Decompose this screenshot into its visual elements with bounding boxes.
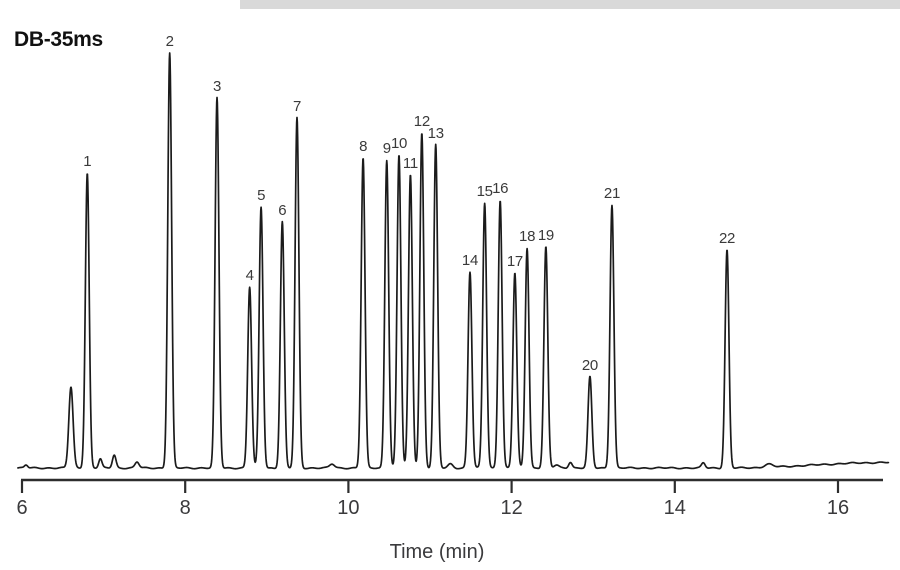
peak-label-17: 17 bbox=[507, 253, 523, 270]
peak-label-2: 2 bbox=[166, 33, 174, 50]
x-axis-tick-label: 8 bbox=[180, 497, 191, 519]
x-axis-tick-label: 6 bbox=[16, 497, 27, 519]
column-title: DB-35ms bbox=[14, 28, 103, 51]
peak-label-22: 22 bbox=[719, 230, 735, 247]
peak-label-5: 5 bbox=[257, 187, 265, 204]
peak-label-21: 21 bbox=[604, 185, 620, 202]
x-axis-tick-label: 12 bbox=[500, 497, 522, 519]
peak-label-8: 8 bbox=[359, 138, 367, 155]
peak-label-19: 19 bbox=[538, 227, 554, 244]
peak-label-20: 20 bbox=[582, 357, 598, 374]
x-axis-tick-label: 16 bbox=[827, 497, 849, 519]
peak-label-14: 14 bbox=[462, 252, 478, 269]
x-axis-tick-label: 14 bbox=[664, 497, 686, 519]
chromatogram-trace bbox=[17, 52, 890, 470]
peak-label-1: 1 bbox=[83, 153, 91, 170]
peak-label-16: 16 bbox=[492, 180, 508, 197]
peak-label-7: 7 bbox=[293, 98, 301, 115]
peak-label-10: 10 bbox=[391, 135, 407, 152]
peak-label-18: 18 bbox=[519, 228, 535, 245]
peak-label-12: 12 bbox=[414, 113, 430, 130]
top-decor-bar bbox=[240, 0, 900, 9]
peak-label-9: 9 bbox=[383, 140, 391, 157]
x-axis-title: Time (min) bbox=[389, 541, 485, 563]
peak-label-15: 15 bbox=[477, 183, 493, 200]
peak-label-4: 4 bbox=[246, 267, 254, 284]
peak-label-3: 3 bbox=[213, 78, 221, 95]
peak-label-11: 11 bbox=[403, 155, 418, 172]
peak-label-13: 13 bbox=[428, 125, 444, 142]
x-axis-tick-label: 10 bbox=[337, 497, 359, 519]
peak-label-6: 6 bbox=[278, 202, 286, 219]
